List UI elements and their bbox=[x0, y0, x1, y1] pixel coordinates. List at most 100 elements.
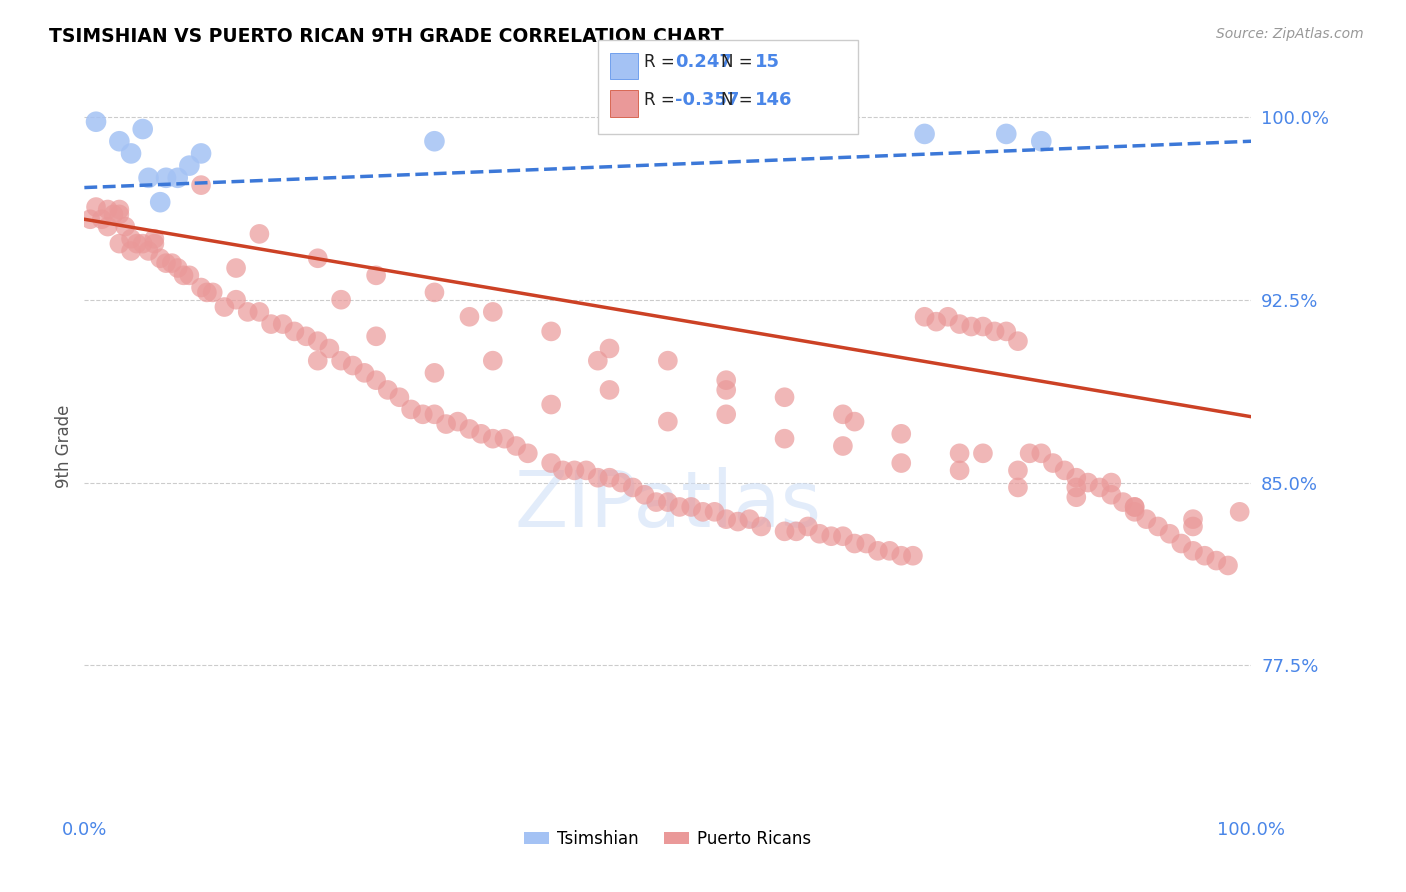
Point bbox=[936, 310, 959, 324]
Point bbox=[703, 505, 725, 519]
Text: Source: ZipAtlas.com: Source: ZipAtlas.com bbox=[1216, 27, 1364, 41]
Point bbox=[307, 252, 329, 266]
Point bbox=[143, 232, 166, 246]
Point bbox=[599, 471, 621, 485]
Point bbox=[716, 383, 738, 397]
Point bbox=[1066, 471, 1088, 485]
Point bbox=[160, 256, 183, 270]
Point bbox=[190, 178, 212, 193]
Point bbox=[190, 280, 212, 294]
Point bbox=[773, 524, 796, 539]
Point bbox=[377, 383, 399, 397]
Point bbox=[1181, 544, 1204, 558]
Point bbox=[645, 495, 668, 509]
Point bbox=[1112, 495, 1135, 509]
Point bbox=[103, 207, 125, 221]
Point bbox=[925, 315, 948, 329]
Point bbox=[166, 170, 188, 185]
Point bbox=[399, 402, 422, 417]
Point bbox=[586, 353, 609, 368]
Point bbox=[1007, 480, 1029, 494]
Point bbox=[844, 536, 866, 550]
Point bbox=[983, 325, 1005, 339]
Point bbox=[657, 495, 679, 509]
Point bbox=[575, 463, 598, 477]
Point bbox=[132, 122, 155, 136]
Y-axis label: 9th Grade: 9th Grade bbox=[55, 404, 73, 488]
Point bbox=[1007, 334, 1029, 348]
Text: N =: N = bbox=[721, 91, 758, 109]
Text: 15: 15 bbox=[755, 54, 780, 71]
Point bbox=[120, 232, 142, 246]
Point bbox=[879, 544, 901, 558]
Point bbox=[832, 407, 855, 421]
Point bbox=[773, 432, 796, 446]
Point bbox=[260, 317, 283, 331]
Text: R =: R = bbox=[644, 54, 681, 71]
Point bbox=[785, 524, 807, 539]
Text: N =: N = bbox=[721, 54, 758, 71]
Point bbox=[353, 366, 375, 380]
Point bbox=[108, 134, 131, 148]
Text: R =: R = bbox=[644, 91, 681, 109]
Point bbox=[516, 446, 538, 460]
Point bbox=[610, 475, 633, 490]
Point bbox=[236, 305, 259, 319]
Point bbox=[1066, 480, 1088, 494]
Point bbox=[149, 195, 172, 210]
Point bbox=[190, 146, 212, 161]
Point bbox=[366, 268, 388, 283]
Point bbox=[681, 500, 703, 514]
Point bbox=[108, 207, 131, 221]
Point bbox=[1135, 512, 1157, 526]
Text: TSIMSHIAN VS PUERTO RICAN 9TH GRADE CORRELATION CHART: TSIMSHIAN VS PUERTO RICAN 9TH GRADE CORR… bbox=[49, 27, 724, 45]
Point bbox=[540, 456, 562, 470]
Legend: Tsimshian, Puerto Ricans: Tsimshian, Puerto Ricans bbox=[517, 823, 818, 855]
Point bbox=[307, 353, 329, 368]
Point bbox=[890, 549, 912, 563]
Point bbox=[1099, 475, 1122, 490]
Point bbox=[481, 432, 505, 446]
Point bbox=[249, 305, 271, 319]
Point bbox=[995, 325, 1018, 339]
Point bbox=[808, 526, 831, 541]
Point bbox=[1123, 500, 1146, 514]
Point bbox=[458, 310, 481, 324]
Point bbox=[481, 305, 505, 319]
Point bbox=[225, 293, 247, 307]
Point bbox=[1031, 446, 1053, 460]
Point bbox=[668, 500, 690, 514]
Point bbox=[995, 127, 1018, 141]
Point bbox=[366, 373, 388, 387]
Point bbox=[599, 342, 621, 356]
Point bbox=[949, 317, 972, 331]
Point bbox=[283, 325, 305, 339]
Point bbox=[179, 159, 201, 173]
Point bbox=[195, 285, 218, 300]
Point bbox=[890, 426, 912, 441]
Point bbox=[125, 236, 148, 251]
Point bbox=[738, 512, 761, 526]
Point bbox=[657, 353, 679, 368]
Point bbox=[716, 512, 738, 526]
Point bbox=[972, 319, 994, 334]
Point bbox=[773, 390, 796, 404]
Point bbox=[1181, 512, 1204, 526]
Point bbox=[84, 114, 107, 128]
Point bbox=[90, 212, 112, 227]
Point bbox=[1042, 456, 1064, 470]
Point bbox=[481, 353, 505, 368]
Point bbox=[1181, 519, 1204, 533]
Point bbox=[342, 359, 364, 373]
Point bbox=[949, 446, 972, 460]
Point bbox=[423, 366, 446, 380]
Point bbox=[1088, 480, 1111, 494]
Point bbox=[820, 529, 842, 543]
Point bbox=[318, 342, 340, 356]
Point bbox=[423, 407, 446, 421]
Point bbox=[120, 146, 142, 161]
Point bbox=[214, 300, 236, 314]
Point bbox=[540, 398, 562, 412]
Point bbox=[108, 236, 131, 251]
Point bbox=[692, 505, 714, 519]
